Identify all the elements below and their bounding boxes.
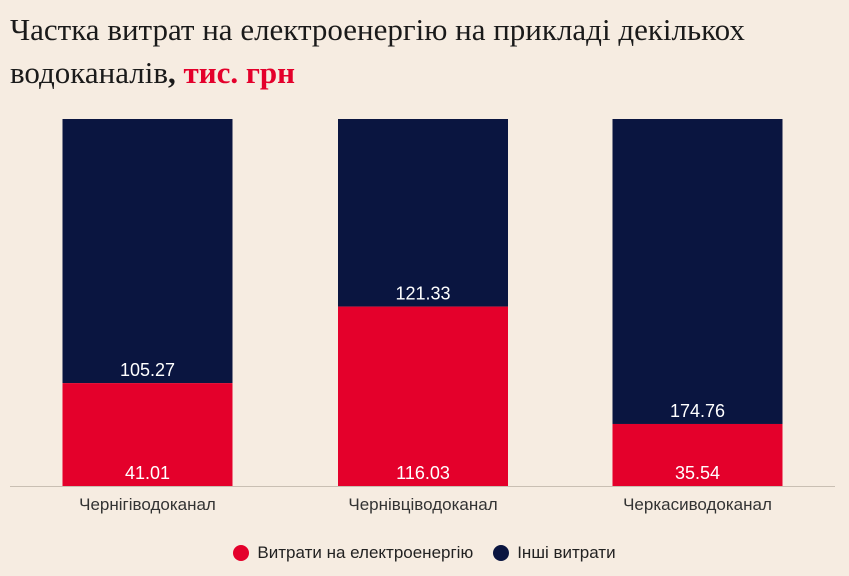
chart-title-comma: ,: [168, 55, 176, 90]
data-label-electricity-1: 116.03: [396, 463, 450, 483]
x-tick-label-0: Чернігіводоканал: [79, 495, 216, 514]
bar-other-2: [612, 119, 783, 424]
data-label-electricity-2: 35.54: [675, 463, 720, 483]
legend: Витрати на електроенергію Інші витрати: [0, 543, 849, 563]
bar-other-0: [62, 119, 233, 384]
bar-electricity-1: [338, 306, 508, 486]
x-tick-label-2: Черкасиводоканал: [623, 495, 772, 514]
data-label-other-2: 174.76: [670, 401, 725, 421]
legend-item-electricity: Витрати на електроенергію: [233, 543, 473, 563]
data-label-other-0: 105.27: [120, 360, 175, 380]
bar-electricity-0: [62, 383, 233, 486]
x-tick-label-1: Чернівціводоканал: [348, 495, 497, 514]
legend-item-other: Інші витрати: [493, 543, 616, 563]
legend-marker-other: [493, 545, 510, 561]
bar-electricity-2: [612, 423, 783, 486]
bar-other-1: [338, 119, 508, 307]
legend-label-electricity: Витрати на електроенергію: [257, 543, 474, 562]
chart-title: Частка витрат на електроенергію на прикл…: [10, 8, 845, 94]
stacked-bar-chart: 41.01 105.27 Чернігіводоканал 116.03 121.33 Ч…: [10, 119, 835, 514]
legend-marker-electricity: [233, 545, 250, 561]
data-label-other-1: 121.33: [395, 284, 450, 304]
chart-title-main: Частка витрат на електроенергію на прикл…: [10, 12, 745, 90]
chart-title-unit: тис. грн: [183, 55, 296, 90]
data-label-electricity-0: 41.01: [125, 463, 170, 483]
legend-label-other: Інші витрати: [517, 543, 616, 562]
